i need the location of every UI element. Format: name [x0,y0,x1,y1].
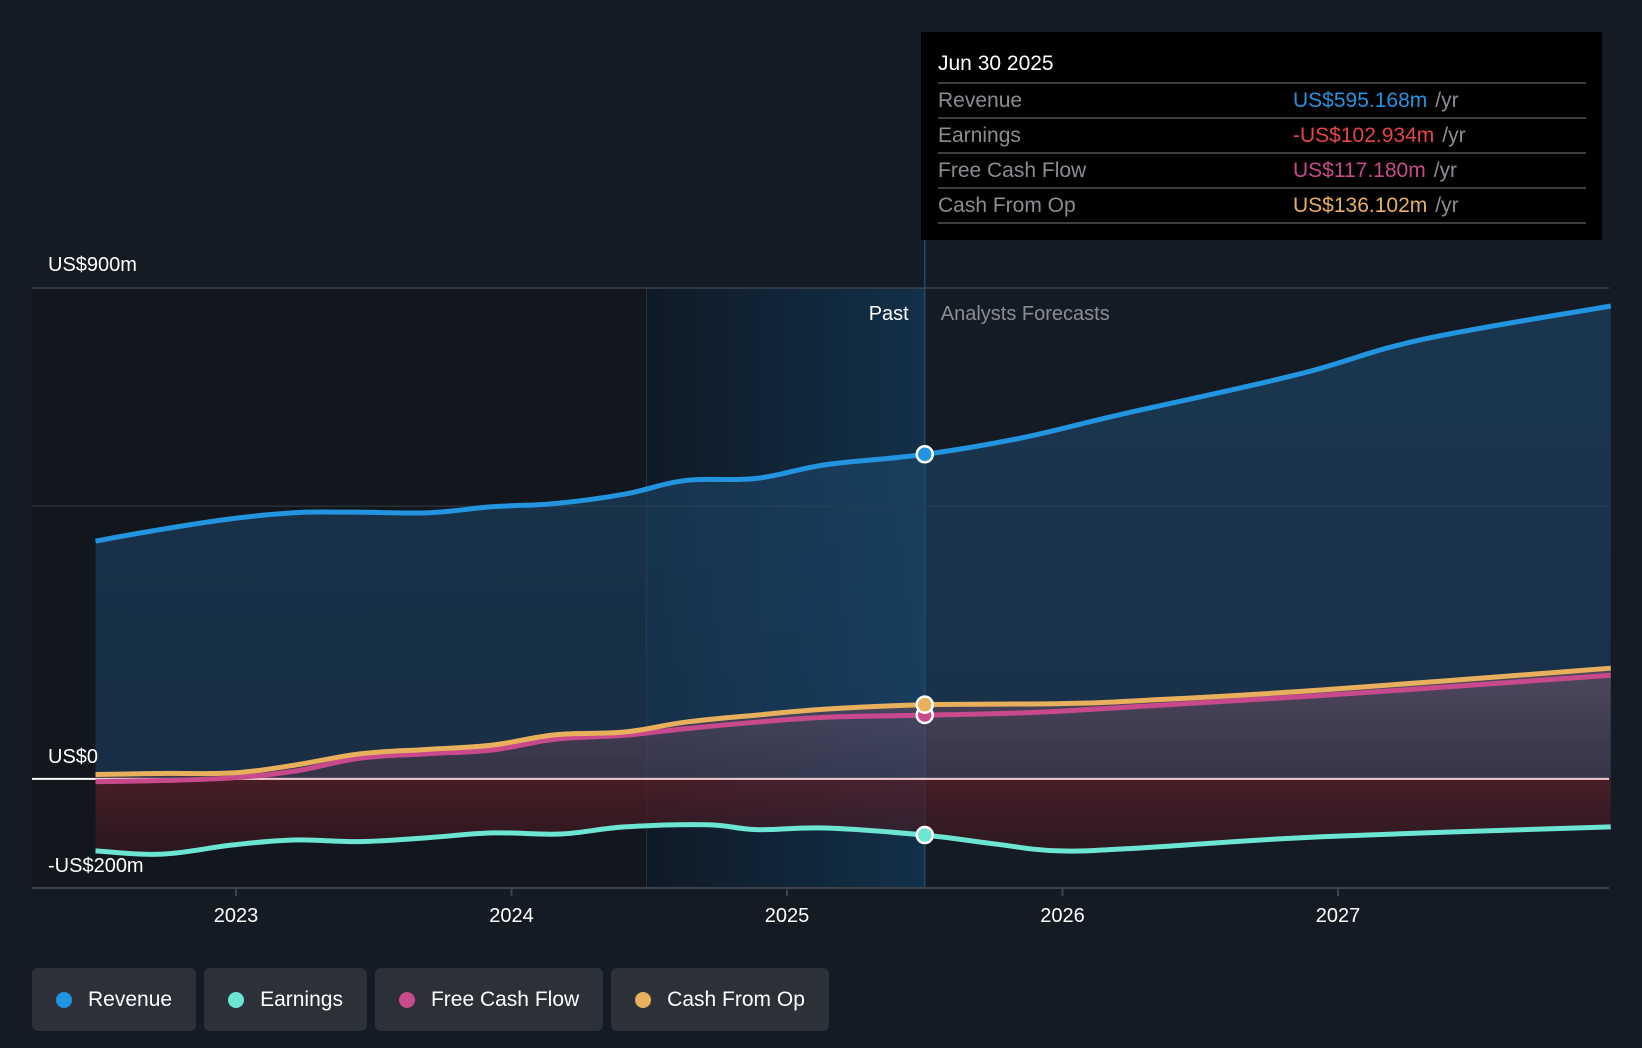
legend-item-revenue[interactable]: Revenue [32,968,197,1031]
free-cash-flow-dot-icon [398,991,415,1008]
tooltip-date: Jun 30 2025 [938,46,1586,84]
cash-from-op-dot-icon [635,991,652,1008]
y-axis-label: US$900m [48,254,137,276]
tooltip-row-revenue: Revenue US$595.168m /yr [938,84,1586,119]
forecast-region-label: Analysts Forecasts [941,303,1110,325]
earnings-line [95,822,1611,857]
cash-from-op-marker [915,695,934,714]
revenue-marker [915,445,934,464]
x-axis-label: 2027 [1316,905,1361,927]
legend-item-free-cash-flow[interactable]: Free Cash Flow [374,968,604,1031]
tooltip-unit: /yr [1433,159,1458,182]
revenue-dot-icon [56,991,72,1008]
x-axis-label: 2025 [765,905,810,927]
tooltip: Jun 30 2025 Revenue US$595.168m /yr Earn… [921,32,1602,240]
earnings-marker [915,825,934,845]
x-axis-label: 2026 [1040,905,1085,927]
earnings-dot-icon [228,991,245,1008]
legend-label: Free Cash Flow [430,987,580,1011]
free-cash-flow-line [95,672,1611,785]
earnings-area [95,778,1611,855]
revenue-line [95,303,1612,544]
tooltip-value: US$136.102m [1293,194,1428,217]
cash-from-op-line [95,665,1611,778]
x-axis-label: 2024 [489,905,534,927]
tooltip-unit: /yr [1435,194,1459,217]
tooltip-label: Earnings [938,124,1021,147]
tooltip-label: Revenue [938,89,1023,112]
tooltip-row-free-cash-flow: Free Cash Flow US$117.180m /yr [938,154,1586,189]
tooltip-label: Free Cash Flow [938,159,1087,182]
legend-item-cash-from-op[interactable]: Cash From Op [611,968,829,1031]
tooltip-row-cash-from-op: Cash From Op US$136.102m /yr [938,189,1586,224]
legend-label: Revenue [88,987,173,1011]
legend: Revenue Earnings Free Cash Flow Cash Fro… [32,968,829,1031]
y-axis-label: US$0 [48,746,98,768]
tooltip-unit: /yr [1442,124,1466,147]
legend-item-earnings[interactable]: Earnings [204,968,367,1031]
tooltip-unit: /yr [1435,89,1459,112]
revenue-area [95,306,1611,779]
tooltip-label: Cash From Op [938,194,1076,217]
tooltip-value: -US$102.934m [1293,124,1435,147]
legend-label: Earnings [260,987,343,1011]
tooltip-value: US$595.168m [1293,89,1428,112]
x-axis-label: 2023 [214,905,259,927]
past-region-label: Past [869,303,909,325]
legend-label: Cash From Op [667,987,805,1011]
tooltip-value: US$117.180m [1293,159,1426,182]
tooltip-row-earnings: Earnings -US$102.934m /yr [938,119,1586,154]
y-axis-label: -US$200m [48,855,144,877]
